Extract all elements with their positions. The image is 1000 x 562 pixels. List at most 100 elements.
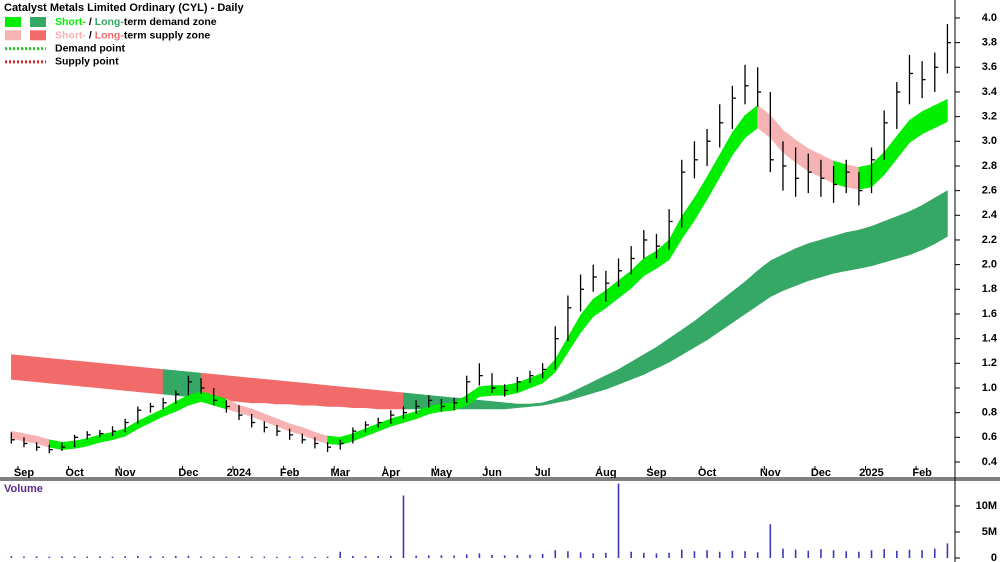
volume-bar <box>301 556 304 558</box>
long-zone-segment <box>23 355 37 383</box>
long-zone-segment <box>61 359 75 386</box>
x-tick-label: Mar <box>330 467 350 479</box>
volume-bar <box>541 553 544 558</box>
long-zone-segment <box>238 376 252 404</box>
volume-bar <box>73 556 76 558</box>
x-tick-label: Dec <box>811 467 831 479</box>
y-tick-label: 10M <box>976 500 997 512</box>
volume-bar <box>10 556 13 558</box>
volume-bar <box>756 552 759 558</box>
volume-bar <box>415 555 417 558</box>
volume-bar <box>162 556 164 558</box>
volume-bar <box>377 556 379 558</box>
volume-bar <box>352 555 354 558</box>
x-tick-label: Aug <box>595 467 616 479</box>
volume-bar <box>48 556 51 558</box>
legend-label-part: term demand zone <box>124 16 217 28</box>
volume-bar <box>908 549 911 558</box>
volume-bar <box>896 550 898 558</box>
y-tick-label: 0.6 <box>982 431 997 443</box>
y-tick-label: 0.4 <box>982 456 998 468</box>
volume-bar <box>200 556 202 558</box>
legend-label: Short- / Long-term supply zone <box>55 29 210 41</box>
y-tick-label: 3.2 <box>982 111 997 123</box>
legend-swatch <box>30 30 46 41</box>
volume-bar <box>718 551 721 558</box>
x-tick-label: Jun <box>482 467 502 479</box>
long-zone-segment <box>377 390 392 410</box>
x-tick-label: May <box>431 467 453 479</box>
long-zone-segment <box>770 254 784 298</box>
long-zone-segment <box>883 216 898 263</box>
short-zone-segment <box>61 440 75 450</box>
x-tick-label: Dec <box>178 467 198 479</box>
long-zone-segment <box>339 386 354 409</box>
volume-bar <box>238 556 240 558</box>
y-tick-label: 1.2 <box>982 357 997 369</box>
x-tick-label: Nov <box>115 467 137 479</box>
volume-bar <box>23 556 25 558</box>
long-zone-segment <box>934 190 948 245</box>
legend-swatch <box>30 17 46 27</box>
volume-bar <box>61 556 63 558</box>
volume-bar <box>769 524 772 558</box>
legend-label: Supply point <box>55 56 119 68</box>
short-zone-segment <box>934 98 948 129</box>
volume-bar <box>427 555 430 558</box>
volume-bar <box>212 556 215 558</box>
volume-bar <box>111 556 114 558</box>
legend-label-part: Short- <box>55 29 86 41</box>
long-zone-segment <box>86 361 101 389</box>
y-tick-label: 4.0 <box>982 12 997 24</box>
volume-bar <box>250 556 253 558</box>
y-tick-label: 2.2 <box>982 234 997 246</box>
x-tick-label: Sep <box>14 467 34 479</box>
legend-label: Short- / Long-term demand zone <box>55 16 217 28</box>
long-zone-segment <box>795 243 809 287</box>
long-zone-segment <box>226 375 240 402</box>
volume-bar <box>187 555 190 558</box>
volume-bar <box>567 551 569 558</box>
short-zone-segment <box>327 435 341 446</box>
volume-bar <box>491 554 493 558</box>
long-zone-segment <box>150 367 164 395</box>
legend-label-part: Short- <box>55 16 86 28</box>
volume-bar <box>820 549 822 558</box>
long-zone-segment <box>504 402 518 410</box>
long-zone-segment <box>782 248 796 291</box>
legend-label-part: Long- <box>95 16 125 28</box>
volume-bar <box>225 556 228 558</box>
volume-bar <box>440 555 443 558</box>
y-tick-label: 5M <box>982 526 997 538</box>
x-tick-label: Jul <box>535 467 551 479</box>
x-tick-label: 2025 <box>859 467 883 479</box>
volume-bar <box>668 552 670 558</box>
long-zone-segment <box>365 388 379 410</box>
volume-bar <box>503 555 506 558</box>
volume-title: Volume <box>4 483 43 495</box>
chart-title: Catalyst Metals Limited Ordinary (CYL) -… <box>4 2 244 14</box>
volume-bar <box>390 555 392 558</box>
y-tick-label: 3.0 <box>982 135 997 147</box>
volume-bar <box>680 549 683 558</box>
y-tick-label: 2.4 <box>982 209 998 221</box>
volume-bar <box>86 556 89 558</box>
volume-bar <box>946 543 949 558</box>
volume-bar <box>529 554 531 558</box>
long-zone-segment <box>74 360 88 388</box>
volume-bar <box>845 551 848 558</box>
volume-bar <box>263 556 266 558</box>
long-zone-segment <box>807 239 822 282</box>
volume-bar <box>744 551 746 558</box>
volume-bar <box>731 550 734 558</box>
long-zone-segment <box>11 354 25 381</box>
legend-swatch <box>5 30 21 41</box>
y-tick-label: 0 <box>991 552 997 562</box>
x-tick-label: Oct <box>65 467 84 479</box>
volume-bar <box>617 483 620 558</box>
short-zone-segment <box>479 385 493 397</box>
volume-bar <box>706 550 708 558</box>
long-zone-segment <box>820 235 834 278</box>
x-tick-label: Oct <box>698 467 717 479</box>
volume-bar <box>314 556 316 558</box>
